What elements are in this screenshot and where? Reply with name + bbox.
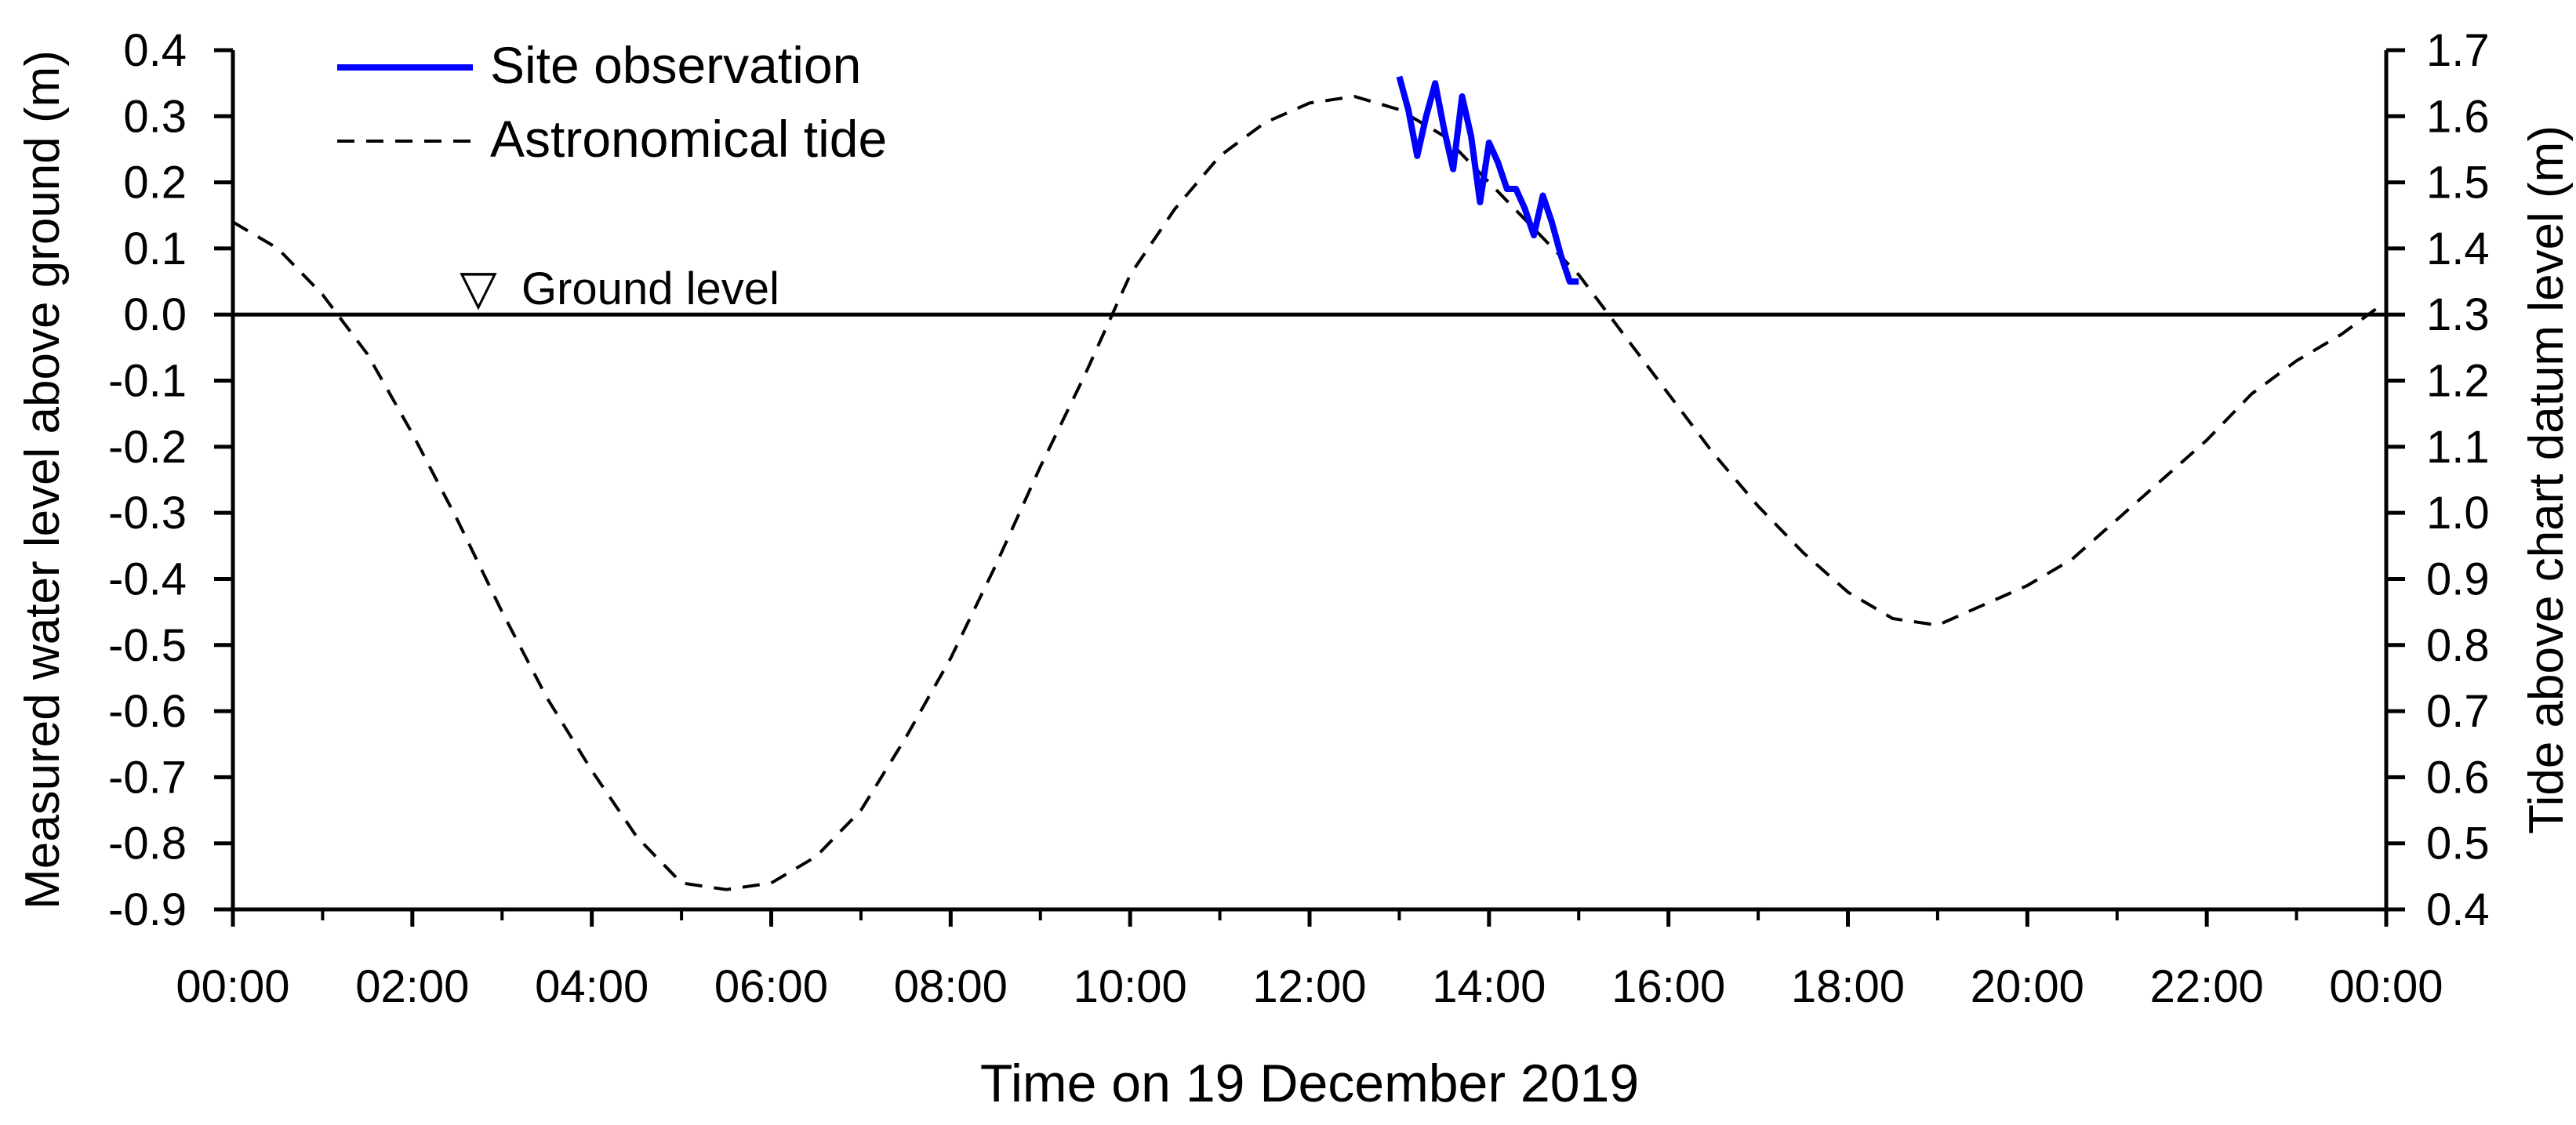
x-tick-label: 08:00 bbox=[894, 961, 1008, 1012]
ground-level-symbol: ▽ bbox=[460, 261, 497, 315]
x-tick-label: 04:00 bbox=[535, 961, 649, 1012]
y-right-tick-label: 1.7 bbox=[2426, 25, 2490, 76]
y-left-tick-label: 0.1 bbox=[123, 223, 187, 274]
left-axis-ticks: 0.4 0.3 0.2 0.1 0.0 -0.1 -0.2 -0.3 -0.4 -0.5 -0.6 -… bbox=[108, 25, 233, 935]
series-layer bbox=[231, 75, 2388, 891]
y-left-tick-label: -0.5 bbox=[108, 620, 187, 671]
y-right-tick-label: 1.0 bbox=[2426, 488, 2490, 539]
y-left-tick-label: -0.3 bbox=[108, 488, 187, 539]
y-right-tick-label: 0.5 bbox=[2426, 818, 2490, 869]
x-tick-label: 16:00 bbox=[1611, 961, 1725, 1012]
legend-astronomical-tide-label: Astronomical tide bbox=[490, 110, 887, 168]
x-tick-label: 10:00 bbox=[1074, 961, 1187, 1012]
series-line-site-observation bbox=[1396, 75, 1579, 285]
y-left-tick-label: -0.4 bbox=[108, 553, 187, 604]
x-tick-label: 18:00 bbox=[1791, 961, 1905, 1012]
y-right-tick-label: 1.4 bbox=[2426, 223, 2490, 274]
x-tick-label: 12:00 bbox=[1252, 961, 1366, 1012]
legend-site-observation-label: Site observation bbox=[490, 36, 861, 94]
y-right-tick-label: 0.9 bbox=[2426, 553, 2490, 604]
x-tick-label: 20:00 bbox=[1971, 961, 2084, 1012]
y-right-tick-label: 0.6 bbox=[2426, 752, 2490, 803]
x-tick-label: 02:00 bbox=[355, 961, 469, 1012]
x-tick-label: 00:00 bbox=[176, 961, 289, 1012]
y-left-tick-label: -0.8 bbox=[108, 818, 187, 869]
y-left-tick-label: -0.9 bbox=[108, 884, 187, 935]
ground-level-label: Ground level bbox=[521, 263, 779, 314]
y-right-tick-label: 1.5 bbox=[2426, 158, 2490, 209]
y-right-tick-label: 1.1 bbox=[2426, 422, 2490, 473]
y-left-tick-label: -0.7 bbox=[108, 752, 187, 803]
x-tick-label: 14:00 bbox=[1432, 961, 1546, 1012]
y-left-tick-label: 0.3 bbox=[123, 91, 187, 142]
y-left-tick-label: -0.6 bbox=[108, 686, 187, 737]
x-tick-label: 22:00 bbox=[2150, 961, 2264, 1012]
y-left-tick-label: 0.4 bbox=[123, 25, 187, 76]
y-right-tick-label: 1.2 bbox=[2426, 356, 2490, 407]
x-tick-label: 00:00 bbox=[2329, 961, 2443, 1012]
y-left-tick-label: 0.2 bbox=[123, 158, 187, 209]
y-left-tick-label: 0.0 bbox=[123, 289, 187, 340]
y-axis-right-title: Tide above chart datum level (m) bbox=[2520, 125, 2574, 834]
y-right-tick-label: 0.7 bbox=[2426, 686, 2490, 737]
y-left-tick-label: -0.1 bbox=[108, 356, 187, 407]
y-right-tick-label: 1.3 bbox=[2426, 289, 2490, 340]
x-axis-title: Time on 19 December 2019 bbox=[980, 1054, 1639, 1113]
series-line-astronomical-tide bbox=[231, 95, 2388, 891]
legend: Site observation Astronomical tide bbox=[337, 36, 887, 168]
right-axis-ticks: 1.7 1.6 1.5 1.4 1.3 1.2 1.1 1.0 0.9 0.8 0.7 0.6 0.5 0… bbox=[2386, 25, 2490, 935]
x-axis-ticks: 00:00 02:00 04:00 06:00 08:00 10:00 12:00 14:00… bbox=[176, 909, 2443, 1012]
y-right-tick-label: 1.6 bbox=[2426, 91, 2490, 142]
y-right-tick-label: 0.8 bbox=[2426, 620, 2490, 671]
y-axis-left-title: Measured water level above ground (m) bbox=[16, 50, 70, 909]
y-right-tick-label: 0.4 bbox=[2426, 884, 2490, 935]
x-tick-label: 06:00 bbox=[714, 961, 828, 1012]
y-left-tick-label: -0.2 bbox=[108, 422, 187, 473]
